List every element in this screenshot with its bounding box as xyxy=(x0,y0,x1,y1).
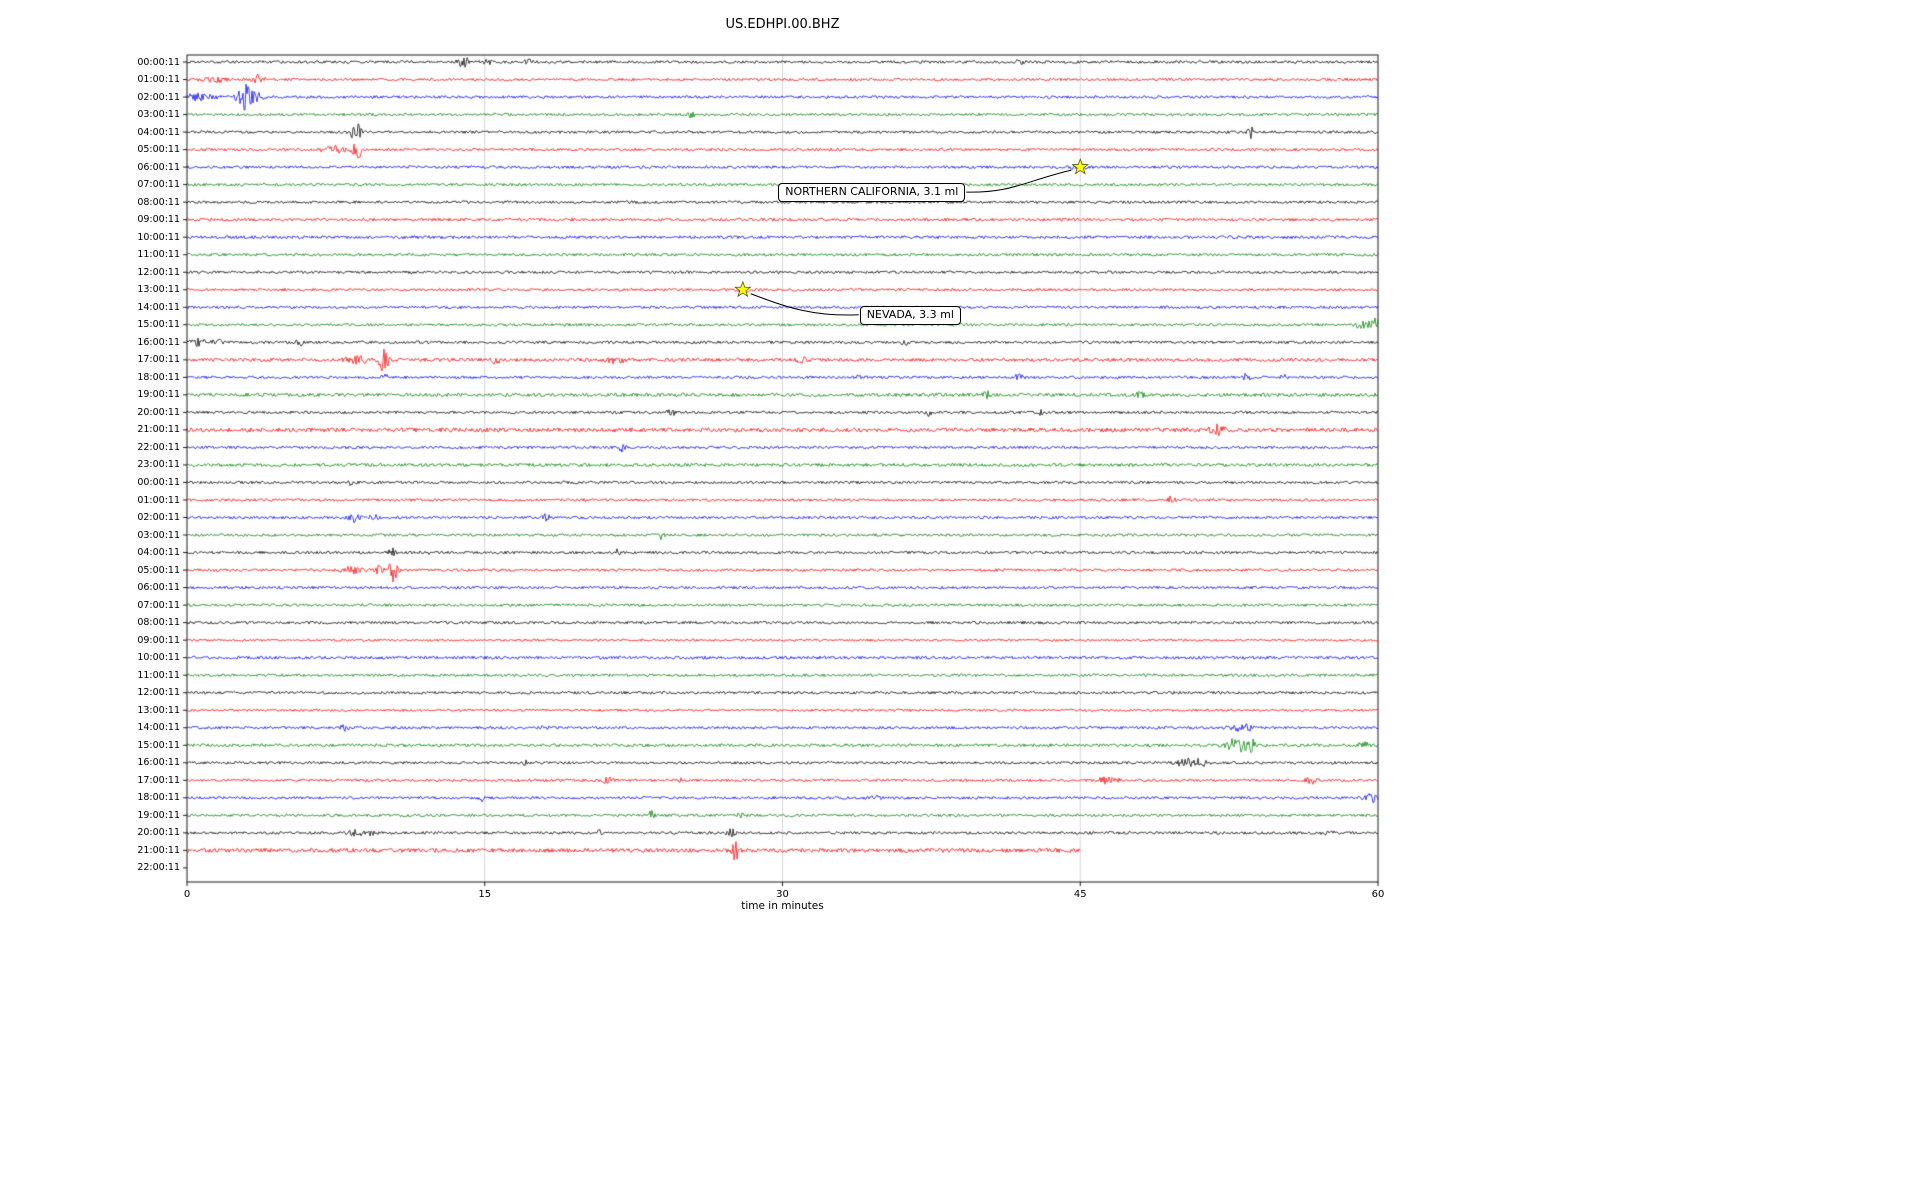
y-tick-label: 09:00:11 xyxy=(137,634,180,646)
y-tick-label: 10:00:11 xyxy=(137,652,180,664)
y-tick-label: 13:00:11 xyxy=(137,284,180,296)
y-tick-label: 23:00:11 xyxy=(137,459,180,471)
y-tick-label: 06:00:11 xyxy=(137,582,180,594)
x-tick-label: 0 xyxy=(183,889,191,900)
y-tick-label: 19:00:11 xyxy=(137,389,180,401)
x-tick-label: 15 xyxy=(478,889,492,900)
x-axis-title: time in minutes xyxy=(741,900,824,912)
event-label-nevada: NEVADA, 3.3 ml xyxy=(859,305,961,325)
y-tick-label: 11:00:11 xyxy=(137,669,180,681)
y-tick-label: 00:00:11 xyxy=(137,476,180,488)
y-tick-label: 18:00:11 xyxy=(137,792,180,804)
y-tick-label: 04:00:11 xyxy=(137,126,180,138)
y-tick-label: 20:00:11 xyxy=(137,406,180,418)
plot-title: US.EDHPI.00.BHZ xyxy=(725,17,840,32)
y-tick-label: 22:00:11 xyxy=(137,862,180,874)
y-tick-label: 22:00:11 xyxy=(137,441,180,453)
y-tick-label: 04:00:11 xyxy=(137,547,180,559)
y-tick-label: 16:00:11 xyxy=(137,336,180,348)
y-tick-label: 05:00:11 xyxy=(137,144,180,156)
y-tick-label: 21:00:11 xyxy=(137,424,180,436)
y-tick-label: 17:00:11 xyxy=(137,774,180,786)
y-tick-label: 07:00:11 xyxy=(137,179,180,191)
x-tick-label: 45 xyxy=(1073,889,1087,900)
x-tick-label: 30 xyxy=(776,889,789,900)
x-tick-label: 60 xyxy=(1371,889,1385,900)
event-label-northern-california: NORTHERN CALIFORNIA, 3.1 ml xyxy=(778,183,966,203)
y-tick-label: 15:00:11 xyxy=(137,739,180,751)
y-tick-label: 12:00:11 xyxy=(137,266,180,278)
y-tick-label: 08:00:11 xyxy=(137,617,180,629)
y-tick-label: 01:00:11 xyxy=(137,494,180,506)
y-tick-label: 17:00:11 xyxy=(137,354,180,366)
y-tick-label: 12:00:11 xyxy=(137,687,180,699)
y-tick-label: 14:00:11 xyxy=(137,301,180,313)
y-tick-label: 18:00:11 xyxy=(137,371,180,383)
y-tick-label: 11:00:11 xyxy=(137,249,180,261)
y-tick-label: 02:00:11 xyxy=(137,91,180,103)
y-tick-label: 09:00:11 xyxy=(137,214,180,226)
y-tick-label: 05:00:11 xyxy=(137,564,180,576)
y-tick-label: 06:00:11 xyxy=(137,161,180,173)
y-tick-label: 00:00:11 xyxy=(137,56,180,68)
y-tick-label: 08:00:11 xyxy=(137,196,180,208)
y-tick-label: 20:00:11 xyxy=(137,827,180,839)
y-tick-label: 02:00:11 xyxy=(137,512,180,524)
y-tick-label: 21:00:11 xyxy=(137,844,180,856)
y-tick-label: 13:00:11 xyxy=(137,704,180,716)
y-tick-label: 19:00:11 xyxy=(137,809,180,821)
y-tick-label: 15:00:11 xyxy=(137,319,180,331)
y-tick-label: 03:00:11 xyxy=(137,109,180,121)
y-tick-label: 03:00:11 xyxy=(137,529,180,541)
y-tick-label: 01:00:11 xyxy=(137,74,180,86)
y-tick-label: 16:00:11 xyxy=(137,757,180,769)
y-tick-label: 07:00:11 xyxy=(137,599,180,611)
y-tick-label: 10:00:11 xyxy=(137,231,180,243)
y-tick-label: 14:00:11 xyxy=(137,722,180,734)
